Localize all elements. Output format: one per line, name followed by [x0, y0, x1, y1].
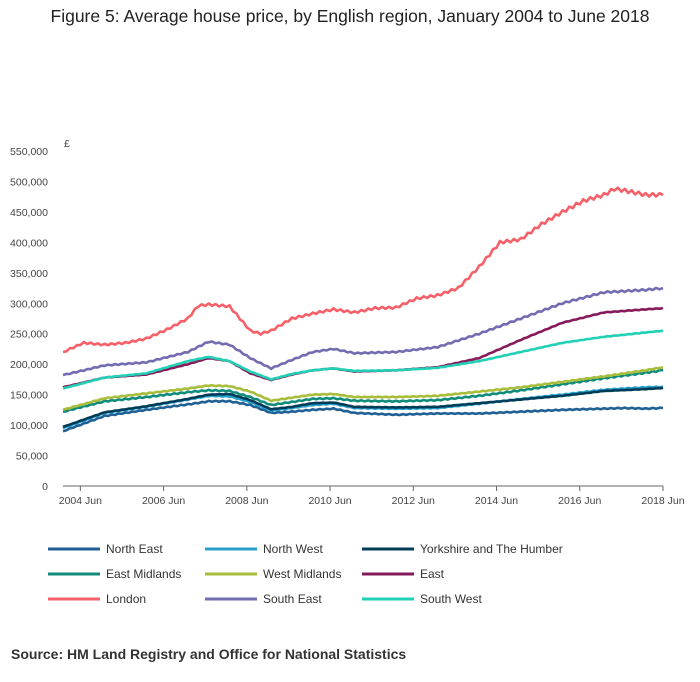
y-tick-label: 50,000 — [16, 451, 48, 463]
plot-area — [62, 186, 664, 433]
y-tick-label: 550,000 — [10, 146, 48, 158]
series-line-north-east — [62, 399, 664, 433]
legend-label-west-midlands: West Midlands — [263, 567, 341, 581]
y-axis: 0 50,000 100,000 150,000 200,000 250,000 300,0… — [10, 146, 48, 493]
y-tick-label: 200,000 — [10, 359, 48, 371]
legend-label-london: London — [106, 592, 146, 606]
x-tick-label: 2008 Jun — [225, 495, 268, 507]
x-tick-label: 2010 Jun — [308, 495, 351, 507]
series-line-west-midlands — [62, 365, 664, 412]
legend-label-south-east: South East — [263, 592, 322, 606]
legend-label-east-midlands: East Midlands — [106, 567, 181, 581]
y-tick-label: 500,000 — [10, 176, 48, 188]
x-tick-label: 2012 Jun — [392, 495, 435, 507]
source-note: Source: HM Land Registry and Office for … — [11, 646, 407, 662]
series-line-london — [62, 186, 664, 354]
y-tick-label: 150,000 — [10, 390, 48, 402]
x-tick-label: 2004 Jun — [59, 495, 102, 507]
series-line-south-east — [62, 286, 664, 377]
series-line-east — [62, 306, 664, 389]
x-tick-label: 2016 Jun — [558, 495, 601, 507]
series-line-south-west — [62, 329, 664, 390]
x-tick-label: 2006 Jun — [142, 495, 185, 507]
legend-label-yorkshire-and-the-humber: Yorkshire and The Humber — [420, 542, 563, 556]
legend-label-south-west: South West — [420, 592, 482, 606]
y-tick-label: 0 — [42, 481, 48, 493]
y-tick-label: 350,000 — [10, 268, 48, 280]
y-axis-unit-label: £ — [64, 138, 70, 150]
x-axis: 2004 Jun 2006 Jun 2008 Jun 2010 Jun 2012 Jun… — [59, 485, 685, 507]
chart-title: Figure 5: Average house price, by Englis… — [50, 6, 650, 26]
legend: North East North West Yorkshire and The Hu… — [48, 542, 563, 606]
y-tick-label: 250,000 — [10, 329, 48, 341]
series-line-east-midlands — [62, 368, 664, 413]
x-tick-label: 2014 Jun — [475, 495, 518, 507]
legend-label-east: East — [420, 567, 445, 581]
legend-label-north-west: North West — [263, 542, 323, 556]
y-tick-label: 400,000 — [10, 237, 48, 249]
y-tick-label: 100,000 — [10, 420, 48, 432]
y-tick-label: 450,000 — [10, 207, 48, 219]
series-line-yorkshire-and-the-humber — [62, 386, 664, 429]
y-tick-label: 300,000 — [10, 298, 48, 310]
x-tick-label: 2018 Jun — [641, 495, 684, 507]
legend-label-north-east: North East — [106, 542, 163, 556]
